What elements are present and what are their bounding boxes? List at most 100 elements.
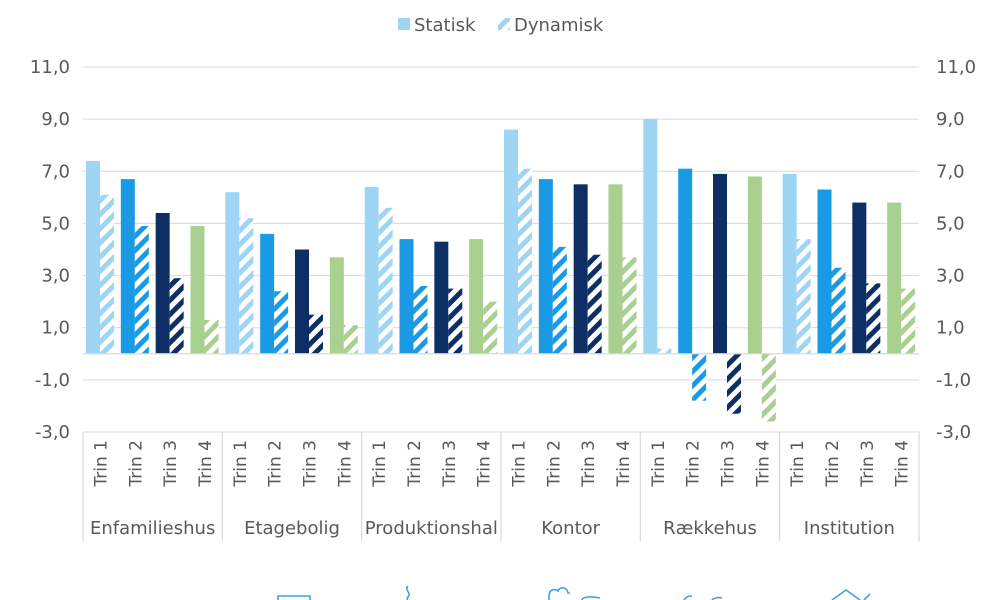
bar-dynamisk (761, 353, 776, 422)
bar-statisk (608, 184, 623, 354)
bar-dynamisk (343, 325, 358, 354)
bar-dynamisk (483, 301, 498, 354)
bar-dynamisk (866, 283, 881, 354)
bar-dynamisk (274, 291, 289, 354)
axes (82, 353, 920, 541)
x-tick-label: Trin 3 (300, 440, 320, 488)
y-tick-label-right: 5,0 (936, 213, 965, 234)
gridlines (83, 66, 919, 433)
bar-statisk (538, 179, 553, 354)
x-tick-label: Trin 4 (335, 440, 355, 488)
x-tick-label: Trin 4 (475, 440, 495, 488)
x-tick-label: Trin 3 (858, 440, 878, 488)
bar-statisk (434, 241, 449, 354)
y-tick-label-right: -3,0 (936, 422, 971, 443)
cloud-icon (548, 587, 601, 600)
x-tick-label: Trin 3 (440, 440, 460, 488)
bar-statisk (399, 239, 414, 354)
bar-dynamisk (622, 257, 637, 354)
bar-statisk (817, 189, 832, 354)
bar-statisk (887, 202, 902, 354)
bar-dynamisk (448, 288, 463, 354)
window-icon (277, 595, 311, 600)
bar-statisk (573, 184, 588, 354)
bar-dynamisk (796, 239, 811, 354)
bar-dynamisk (518, 168, 532, 354)
x-tick-label: Trin 3 (718, 440, 738, 488)
group-label: Produktionshal (365, 518, 498, 539)
bar-statisk (120, 179, 135, 354)
bar-statisk (678, 168, 693, 354)
bar-statisk (260, 233, 275, 354)
bar-dynamisk (100, 194, 114, 354)
labels: 11,0 11,0 9,0 9,0 7,0 7,0 5,0 5,0 3,0 3,0 1,0 1,0 -1… (30, 57, 976, 539)
x-tick-label: Trin 3 (161, 440, 181, 488)
bar-dynamisk (692, 353, 707, 401)
bar-dynamisk (901, 288, 916, 354)
bar-statisk (469, 239, 484, 354)
y-tick-label-left: 7,0 (41, 161, 70, 182)
group-label: Enfamilieshus (90, 518, 215, 539)
x-tick-label: Trin 3 (579, 440, 599, 488)
x-tick-label: Trin 2 (126, 440, 146, 488)
bar-dynamisk (309, 314, 323, 354)
x-tick-label: Trin 1 (370, 440, 390, 488)
bar-dynamisk (413, 286, 428, 354)
x-tick-label: Trin 2 (684, 440, 704, 488)
bar-statisk (155, 213, 170, 354)
bar-dynamisk (831, 267, 846, 354)
y-tick-label-left: -1,0 (35, 370, 70, 391)
bar-dynamisk (134, 226, 149, 354)
bar-statisk (782, 173, 797, 354)
y-tick-label-left: 3,0 (41, 266, 70, 287)
bar-statisk (329, 257, 344, 354)
legend: Statisk Dynamisk (398, 15, 604, 36)
heat-icon (406, 585, 410, 600)
bar-dynamisk (727, 353, 741, 414)
bar-statisk (713, 173, 727, 354)
x-tick-label: Trin 1 (91, 440, 111, 488)
y-tick-label-left: -3,0 (35, 422, 70, 443)
bar-statisk (747, 176, 762, 354)
x-tick-label: Trin 4 (893, 440, 913, 488)
y-tick-label-right: 1,0 (936, 318, 965, 339)
bar-dynamisk (378, 207, 393, 354)
y-tick-label-right: 3,0 (936, 266, 965, 287)
y-tick-label-left: 11,0 (30, 57, 70, 78)
bar-statisk (225, 192, 240, 354)
x-tick-label: Trin 1 (649, 440, 669, 488)
y-tick-label-right: -1,0 (936, 370, 971, 391)
x-tick-label: Trin 1 (788, 440, 808, 488)
group-label: Rækkehus (663, 518, 757, 539)
bar-statisk (295, 249, 309, 354)
x-tick-label: Trin 1 (231, 440, 251, 488)
bar-dynamisk (552, 246, 567, 354)
bar-dynamisk (587, 254, 602, 354)
house-icon (831, 589, 871, 600)
y-tick-label-right: 9,0 (936, 109, 965, 130)
ventilation-icon (683, 595, 723, 600)
group-label: Institution (804, 518, 895, 539)
x-tick-label: Trin 2 (544, 440, 564, 488)
x-tick-label: Trin 4 (196, 440, 216, 488)
y-tick-label-left: 9,0 (41, 109, 70, 130)
legend-label-statisk: Statisk (414, 15, 476, 36)
bar-statisk (643, 119, 658, 354)
legend-swatch-statisk (398, 18, 410, 30)
y-tick-label-left: 1,0 (41, 318, 70, 339)
legend-swatch-dynamisk (498, 18, 510, 30)
footer-icons (277, 585, 871, 600)
bar-dynamisk (239, 218, 254, 354)
bar-statisk (364, 186, 379, 354)
x-tick-label: Trin 2 (405, 440, 425, 488)
bar-statisk (504, 129, 518, 354)
x-tick-label: Trin 1 (509, 440, 529, 488)
group-label: Etagebolig (244, 518, 340, 539)
bar-statisk (86, 160, 100, 354)
bar-dynamisk (204, 319, 219, 354)
x-tick-label: Trin 4 (753, 440, 773, 488)
bar-dynamisk (657, 348, 672, 354)
x-tick-label: Trin 4 (614, 440, 634, 488)
bar-statisk (852, 202, 867, 354)
